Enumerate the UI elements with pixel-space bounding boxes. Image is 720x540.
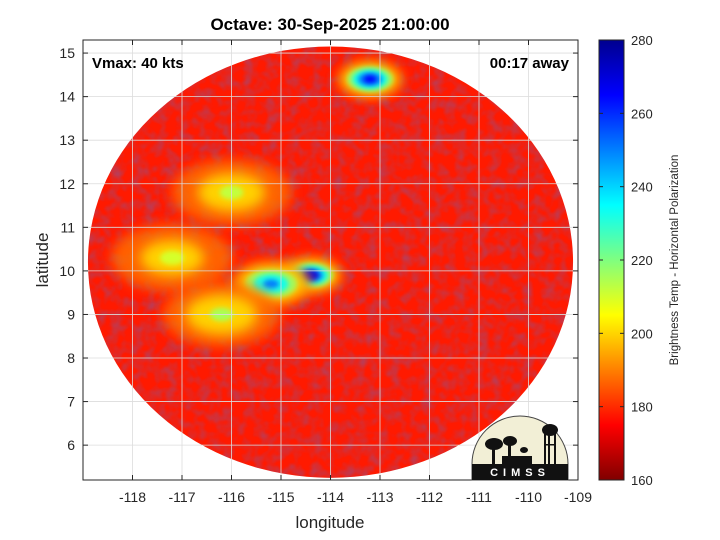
x-tick-label: -113 xyxy=(367,489,394,505)
colorbar-tick-label: 180 xyxy=(631,400,653,415)
colorbar-label: Brightness Temp - Horizontal Polarizatio… xyxy=(669,155,681,366)
x-tick-label: -118 xyxy=(119,489,146,505)
colorbar-tick-label: 220 xyxy=(631,253,653,268)
y-tick-label: 12 xyxy=(59,176,75,192)
y-tick-label: 11 xyxy=(60,219,75,235)
colorbar-tick-label: 200 xyxy=(631,326,653,341)
y-tick-label: 7 xyxy=(67,394,75,410)
x-tick-label: -110 xyxy=(515,489,542,505)
x-tick-label: -111 xyxy=(466,489,492,505)
grid xyxy=(83,40,578,480)
logo-band xyxy=(472,464,568,480)
y-tick-label: 10 xyxy=(59,263,75,279)
y-tick-label: 13 xyxy=(59,132,75,148)
x-axis-label: longitude xyxy=(295,513,364,532)
x-tick-label: -114 xyxy=(317,489,344,505)
y-tick-label: 8 xyxy=(67,350,75,366)
chart-title: Octave: 30-Sep-2025 21:00:00 xyxy=(210,15,449,34)
logo-text: CIMSS xyxy=(490,467,550,479)
colorbar-tick-label: 160 xyxy=(631,473,653,488)
x-tick-label: -109 xyxy=(564,489,592,505)
satellite-dish-icon xyxy=(485,436,532,464)
x-tick-label: -112 xyxy=(416,489,443,505)
tb-core xyxy=(363,75,377,83)
y-tick-label: 14 xyxy=(59,89,75,105)
x-tick-label: -117 xyxy=(169,489,196,505)
water-tower-icon xyxy=(542,424,558,464)
cimss-logo: CIMSS xyxy=(471,415,569,481)
tb-core xyxy=(159,250,185,265)
y-tick-label: 6 xyxy=(67,437,75,453)
time-away-label: 00:17 away xyxy=(490,55,570,72)
tb-core xyxy=(263,279,280,289)
vmax-label: Vmax: 40 kts xyxy=(92,55,184,72)
colorbar-tick-label: 280 xyxy=(631,33,653,48)
colorbar-tick-label: 240 xyxy=(631,180,653,195)
y-tick-label: 9 xyxy=(67,306,75,322)
y-tick-label: 15 xyxy=(59,45,75,61)
colorbar-tick-label: 260 xyxy=(631,106,653,121)
x-tick-label: -116 xyxy=(218,489,245,505)
y-axis-label: latitude xyxy=(33,233,52,288)
x-tick-label: -115 xyxy=(268,489,295,505)
